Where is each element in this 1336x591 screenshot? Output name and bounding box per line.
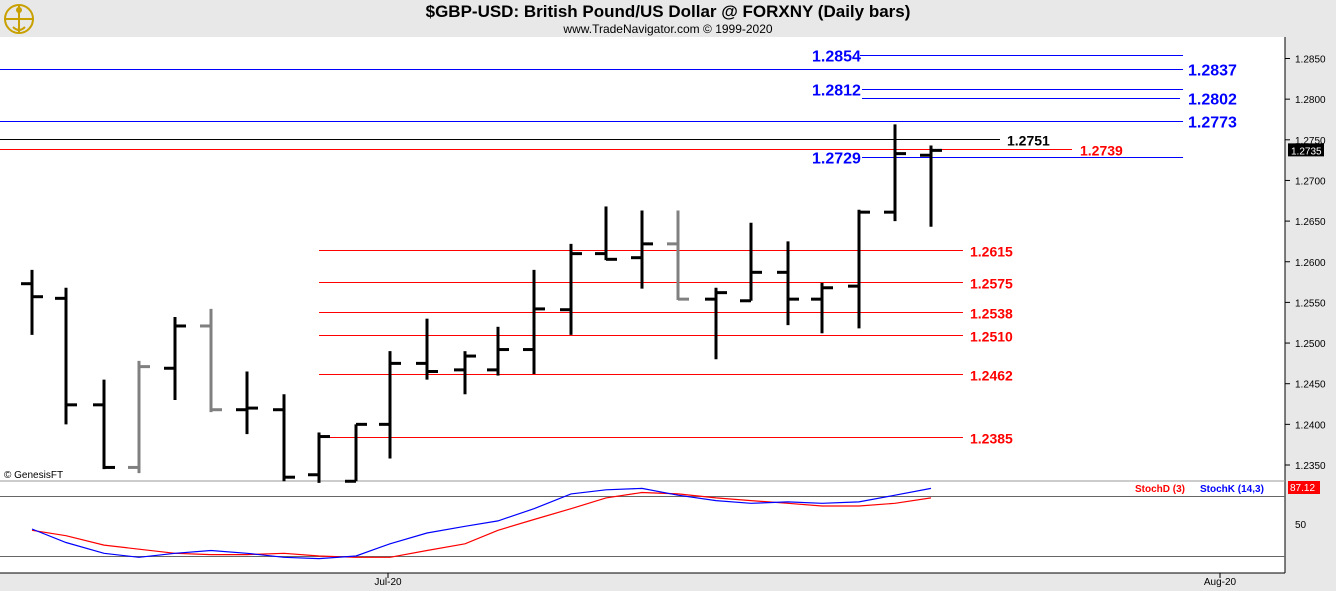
stoch-series-line: [31, 487, 932, 560]
level-label: 1.2575: [970, 276, 1013, 292]
y-tick-label: 1.2450: [1295, 380, 1326, 391]
ohlc-bar: [920, 145, 942, 227]
ohlc-bar: [236, 371, 258, 435]
ohlc-bar: [705, 287, 727, 360]
level-label: 1.2739: [1080, 143, 1123, 159]
stoch-y-tick-label: 50: [1295, 520, 1307, 531]
chart-header: $GBP-USD: British Pound/US Dollar @ FORX…: [0, 0, 1336, 37]
level-label: 1.2802: [1188, 92, 1237, 109]
stoch-last-value-label: 87.12: [1290, 483, 1315, 494]
level-label: 1.2615: [970, 244, 1013, 260]
ohlc-bar: [740, 222, 762, 303]
ohlc-bar: [884, 124, 906, 222]
level-label: 1.2385: [970, 431, 1013, 447]
ohlc-bar: [164, 317, 186, 400]
y-tick-label: 1.2700: [1295, 176, 1326, 187]
chart-subtitle: www.TradeNavigator.com © 1999-2020: [563, 22, 773, 36]
watermark: © GenesisFT: [4, 470, 63, 481]
y-tick-label: 1.2400: [1295, 420, 1326, 431]
level-label: 1.2812: [812, 83, 861, 100]
ohlc-bar: [667, 210, 689, 301]
ohlc-bar: [273, 394, 295, 482]
ohlc-bar: [21, 269, 43, 335]
y-tick-label: 1.2850: [1295, 55, 1326, 66]
stoch-last-value-box: [1288, 481, 1320, 494]
stoch-series-line: [31, 491, 932, 558]
ohlc-bar: [93, 379, 115, 470]
ohlc-bar: [200, 308, 222, 413]
level-label: 1.2729: [812, 151, 861, 168]
ohlc-bar: [454, 351, 476, 395]
level-label: 1.2751: [1007, 133, 1050, 149]
chart-title: $GBP-USD: British Pound/US Dollar @ FORX…: [425, 2, 911, 21]
x-tick-label: Jul-20: [374, 577, 402, 588]
time-axis-panel: [0, 573, 1336, 591]
level-label: 1.2773: [1188, 115, 1237, 132]
y-tick-label: 1.2650: [1295, 217, 1326, 228]
ohlc-bar: [379, 351, 401, 459]
last-price-label: 1.2735: [1291, 146, 1322, 157]
ohlc-bar: [595, 206, 617, 261]
y-tick-label: 1.2350: [1295, 461, 1326, 472]
trade-navigator-logo-icon: [3, 3, 35, 40]
stoch-legend-k: StochK (14,3): [1200, 484, 1264, 495]
ohlc-bar: [128, 360, 150, 474]
ohlc-bar: [345, 422, 367, 483]
ohlc-bar: [416, 318, 438, 380]
y-tick-label: 1.2750: [1295, 136, 1326, 147]
ohlc-bar: [631, 210, 653, 289]
ohlc-bar: [487, 326, 509, 376]
ohlc-bar: [777, 241, 799, 326]
ohlc-bar: [848, 209, 870, 329]
level-label: 1.2538: [970, 306, 1013, 322]
ohlc-bar: [523, 269, 545, 374]
y-tick-label: 1.2800: [1295, 95, 1326, 106]
stoch-legend-d: StochD (3): [1135, 484, 1185, 495]
ohlc-bar: [811, 282, 833, 334]
level-label: 1.2854: [812, 49, 861, 66]
y-tick-label: 1.2500: [1295, 339, 1326, 350]
y-tick-label: 1.2550: [1295, 298, 1326, 309]
last-price-box: [1288, 143, 1324, 157]
ohlc-bar: [55, 287, 77, 425]
ohlc-bar: [308, 432, 330, 483]
level-label: 1.2462: [970, 368, 1013, 384]
stoch-panel: [0, 481, 1285, 573]
level-label: 1.2837: [1188, 63, 1237, 80]
level-label: 1.2510: [970, 329, 1013, 345]
x-tick-label: Aug-20: [1204, 577, 1237, 588]
ohlc-bar: [560, 243, 582, 335]
y-tick-label: 1.2600: [1295, 258, 1326, 269]
